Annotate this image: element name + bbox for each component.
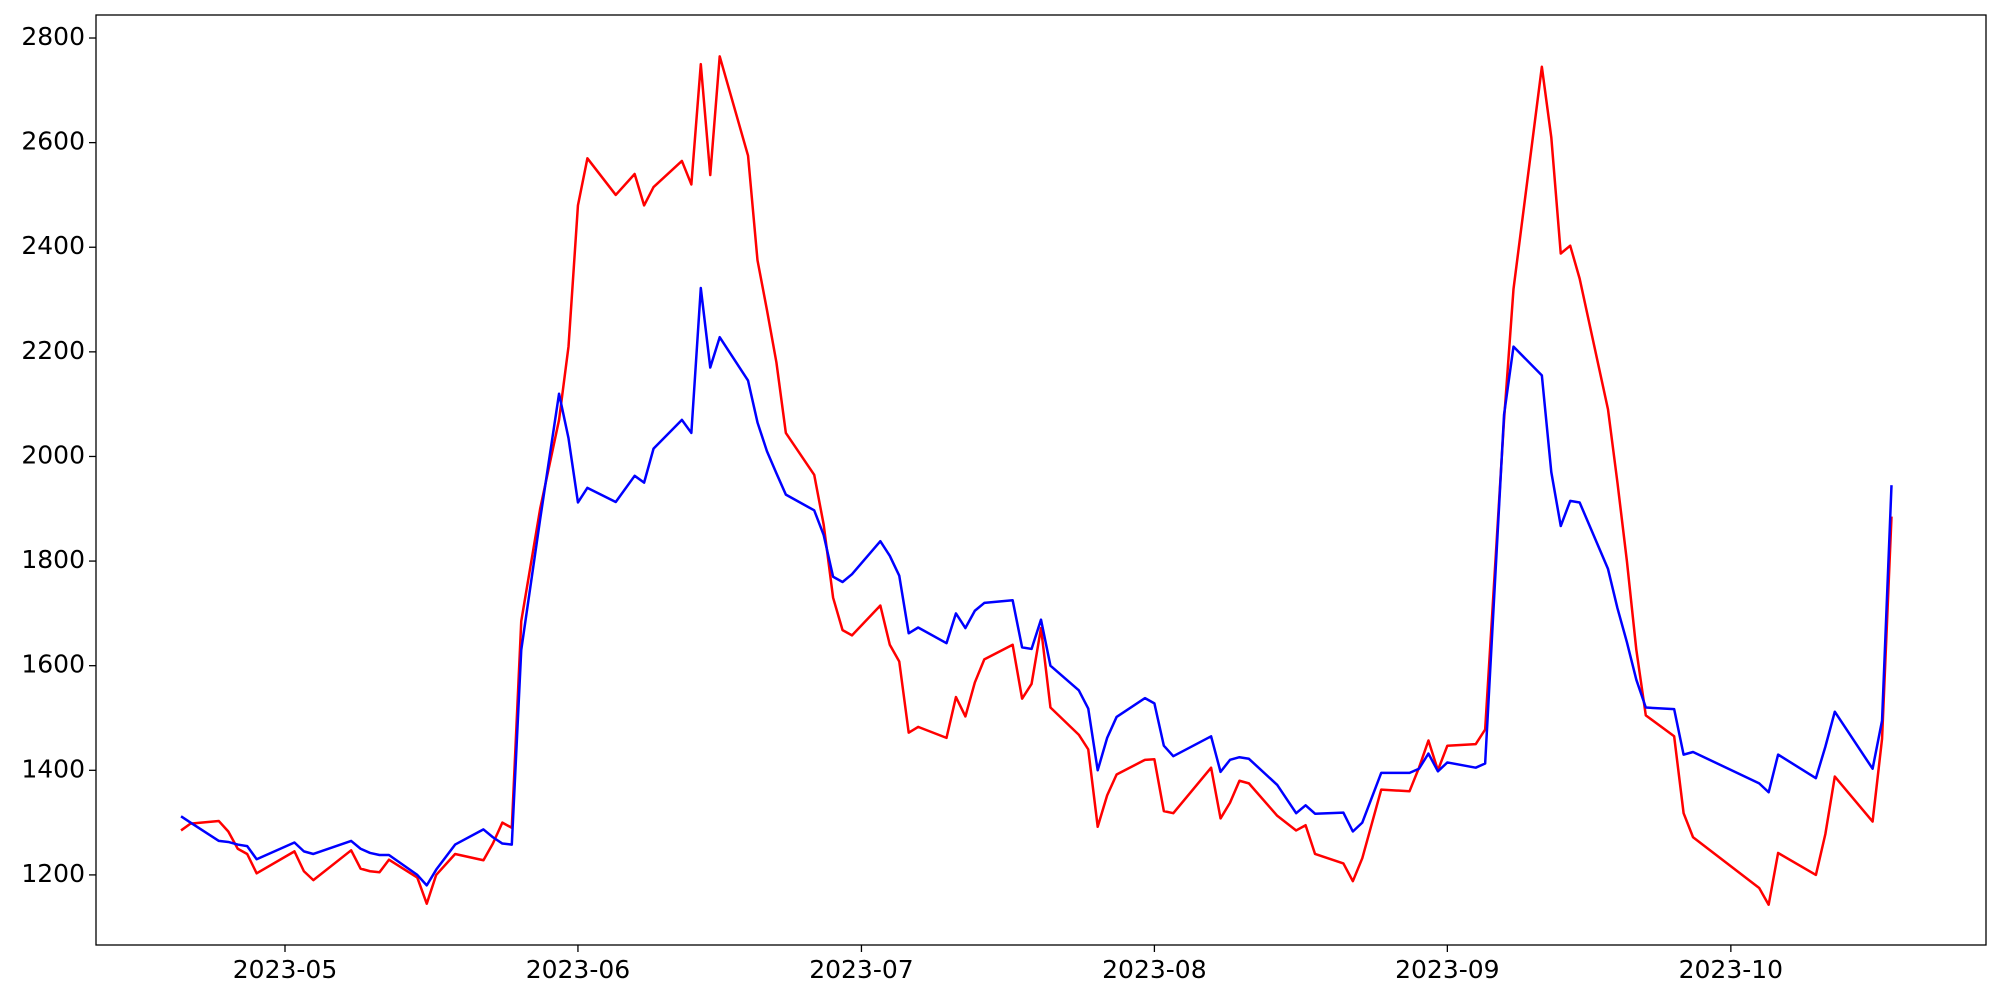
y-tick-label: 1400: [21, 754, 85, 783]
y-tick-label: 1200: [21, 859, 85, 888]
y-tick-label: 2000: [21, 440, 85, 469]
y-tick-label: 1600: [21, 650, 85, 679]
plot-frame: [95, 14, 1987, 946]
x-tick-label: 2023-06: [526, 955, 630, 984]
x-tick-label: 2023-05: [233, 955, 337, 984]
y-tick-label: 2600: [21, 127, 85, 156]
y-tick-label: 2200: [21, 336, 85, 365]
series-line: [180, 286, 1893, 887]
y-tick-label: 2800: [21, 22, 85, 51]
y-tick-label: 2400: [21, 231, 85, 260]
x-tick-label: 2023-09: [1395, 955, 1499, 984]
x-tick-label: 2023-08: [1102, 955, 1206, 984]
series-line: [180, 55, 1893, 906]
x-tick-label: 2023-07: [809, 955, 913, 984]
y-tick-label: 1800: [21, 545, 85, 574]
x-tick-label: 2023-10: [1679, 955, 1783, 984]
